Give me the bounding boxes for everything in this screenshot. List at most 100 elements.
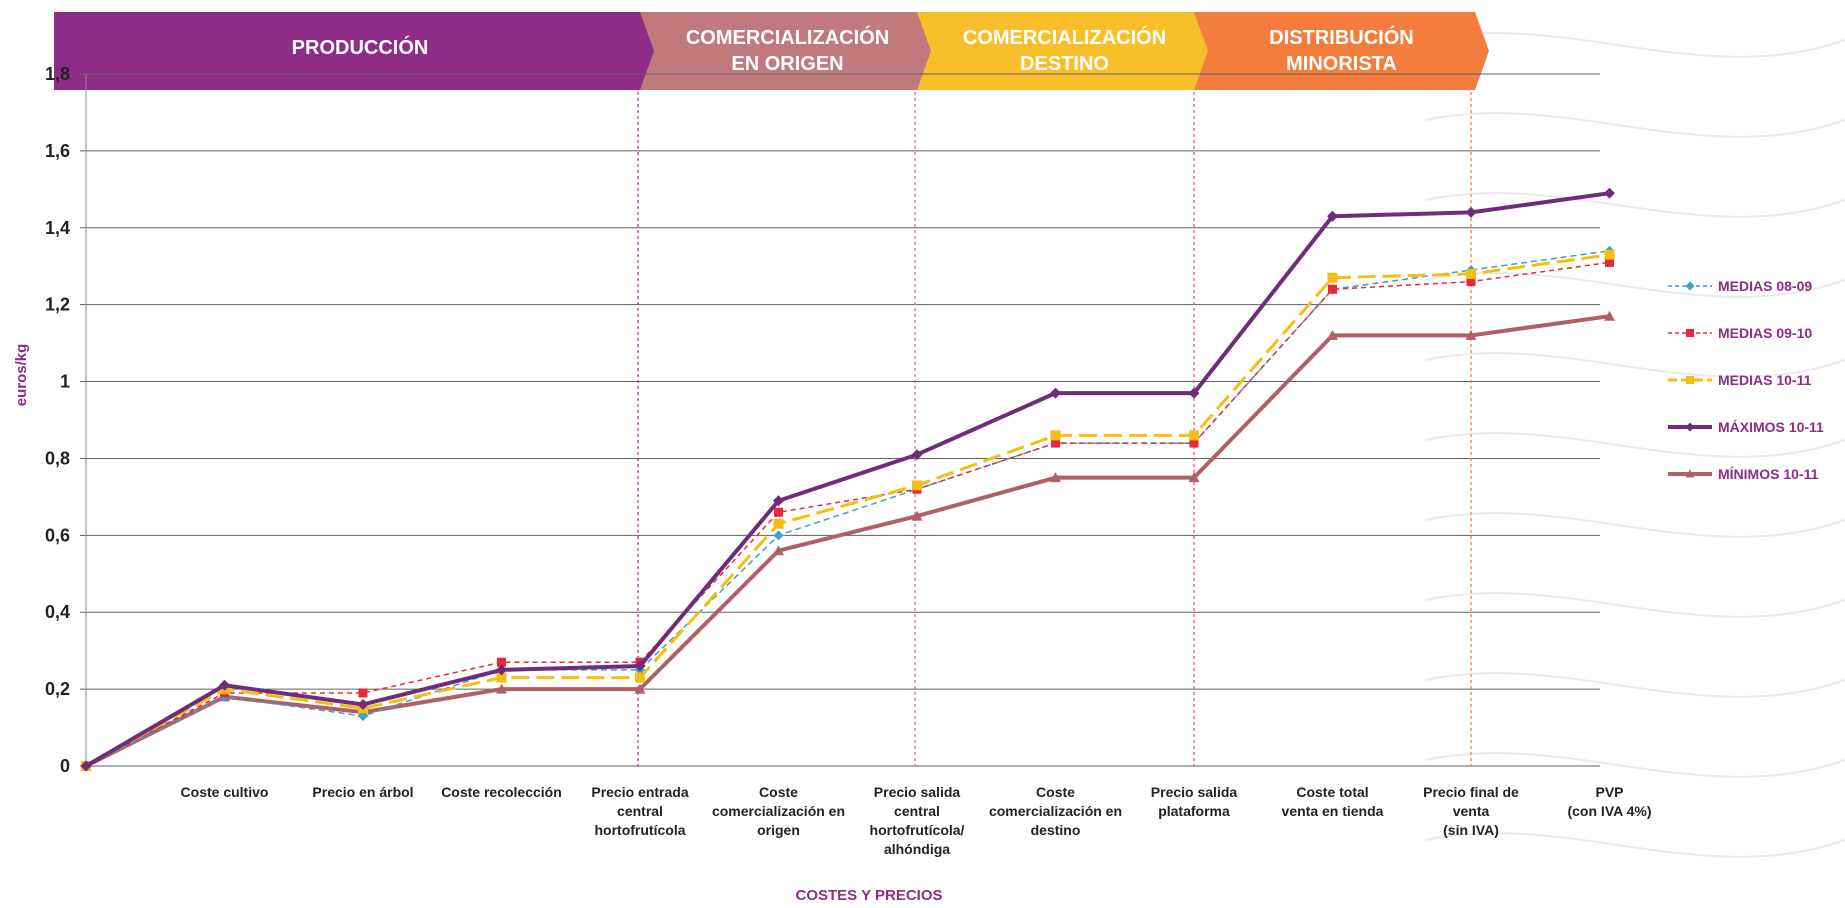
data-point [911, 449, 923, 461]
stage-label: EN ORIGEN [731, 53, 843, 75]
legend-label: MEDIAS 08-09 [1718, 278, 1812, 294]
legend-label: MEDIAS 10-11 [1718, 372, 1812, 388]
data-point [1466, 277, 1476, 287]
data-point [219, 679, 230, 691]
x-category-label: comercialización en [712, 803, 845, 819]
data-point [634, 660, 646, 672]
data-point [1685, 469, 1695, 478]
data-point [497, 657, 506, 667]
data-point [773, 530, 784, 541]
data-point [358, 688, 368, 698]
stage-label: PRODUCCIÓN [292, 35, 429, 59]
x-category-label: comercialización en [989, 803, 1122, 819]
data-point [1050, 472, 1061, 483]
series-4 [80, 310, 1615, 771]
x-category-label: central [894, 803, 940, 819]
legend: MEDIAS 08-09 MEDIAS 09-10 MEDIAS 10-11 MÁXI… [1668, 278, 1824, 482]
y-axis-title: euros/kg [13, 344, 30, 407]
data-point [1604, 310, 1615, 321]
x-category-label: Coste total [1296, 784, 1368, 800]
data-point [1189, 430, 1199, 441]
data-point [496, 683, 507, 694]
data-point [774, 507, 783, 517]
stage-label: DESTINO [1020, 53, 1109, 75]
data-point [773, 518, 784, 529]
x-category-label: origen [757, 822, 800, 838]
x-category-label: hortofrutícola/ [870, 822, 965, 838]
y-tick-label: 0 [60, 756, 70, 776]
x-category-label: PVP [1595, 784, 1623, 800]
stage-label: MINORISTA [1286, 53, 1397, 75]
data-point [1327, 329, 1338, 340]
data-point [1465, 329, 1477, 340]
data-point [1685, 281, 1695, 291]
series-lines [80, 187, 1615, 772]
y-axis-ticks: 0 0,2 0,4 0,6 0,8 1 1,2 1,4 1,6 1,8 [45, 64, 70, 776]
series-line [85, 253, 1610, 768]
y-tick-label: 0,4 [45, 602, 70, 622]
x-category-label: Precio salida [1151, 784, 1238, 800]
y-tick-label: 0,2 [45, 679, 70, 699]
data-point [911, 510, 923, 521]
data-point [912, 480, 922, 491]
legend-label: MÁXIMOS 10-11 [1718, 419, 1824, 435]
data-point [80, 760, 92, 772]
x-category-label: Precio final de [1423, 784, 1519, 800]
legend-label: MÍNIMOS 10-11 [1718, 466, 1819, 482]
gridlines [80, 73, 1600, 767]
stage-chevron [1194, 12, 1489, 90]
x-category-label: Coste [1036, 784, 1075, 800]
data-point [1686, 329, 1694, 337]
x-category-label: Coste recolección [441, 784, 562, 800]
x-category-label: Precio entrada [591, 784, 688, 800]
stage-label: DISTRIBUCIÓN [1269, 25, 1413, 49]
data-point [1686, 376, 1694, 384]
stage-label: COMERCIALIZACIÓN [686, 25, 889, 49]
data-point [1050, 387, 1061, 399]
data-point [358, 711, 368, 722]
data-point [1050, 430, 1061, 441]
y-tick-label: 1,4 [45, 218, 70, 238]
x-category-label: central [617, 803, 663, 819]
data-point [1604, 187, 1615, 199]
data-point [1605, 257, 1614, 267]
x-category-label: hortofrutícola [595, 822, 686, 838]
data-point [357, 698, 369, 710]
x-category-label: destino [1031, 822, 1081, 838]
data-point [1685, 422, 1695, 432]
series-3 [80, 187, 1615, 772]
data-point [496, 672, 507, 683]
stage-dividers [637, 92, 1472, 766]
x-category-label: Coste [759, 784, 798, 800]
data-point [1327, 272, 1338, 283]
x-category-label: alhóndiga [884, 841, 950, 857]
data-point [1188, 472, 1200, 483]
stage-chevron [640, 12, 935, 90]
stage-chevron [917, 12, 1212, 90]
legend-label: MEDIAS 09-10 [1718, 325, 1812, 341]
x-category-label: plataforma [1158, 803, 1230, 819]
stage-label: COMERCIALIZACIÓN [963, 25, 1166, 49]
data-point [773, 495, 784, 507]
series-line [85, 250, 1610, 767]
y-tick-label: 1,6 [45, 141, 70, 161]
data-point [634, 683, 646, 694]
data-point [1466, 268, 1476, 279]
data-point [1051, 438, 1060, 448]
series-line [84, 191, 1610, 768]
series-line [85, 261, 1610, 767]
x-category-label: Coste cultivo [181, 784, 269, 800]
x-axis-categories: Coste cultivo Precio en árbol Coste recole… [181, 784, 1652, 857]
y-tick-label: 0,6 [45, 525, 70, 545]
data-point [1604, 249, 1615, 260]
data-point [1465, 206, 1477, 218]
data-point [773, 545, 784, 556]
data-point [1189, 438, 1199, 448]
y-tick-label: 1,8 [45, 64, 70, 84]
data-point [1328, 284, 1337, 294]
x-category-label: (con IVA 4%) [1567, 803, 1651, 819]
stage-chevron [54, 12, 658, 90]
x-category-label: Precio en árbol [312, 784, 413, 800]
x-category-label: Precio salida [874, 784, 961, 800]
